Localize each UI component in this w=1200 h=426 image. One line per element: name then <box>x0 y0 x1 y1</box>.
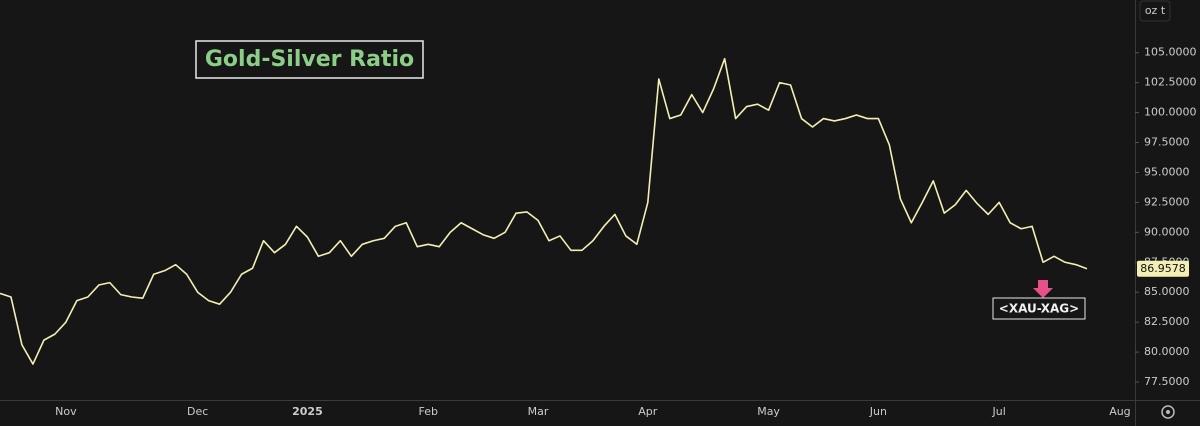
y-tick-label: 95.0000 <box>1144 165 1190 178</box>
symbol-label: <XAU-XAG> <box>999 302 1079 316</box>
x-tick-label: Aug <box>1109 405 1130 418</box>
title-box <box>195 40 424 79</box>
y-tick-label: 102.5000 <box>1144 76 1197 89</box>
price-label: 86.9578 <box>1140 262 1186 275</box>
x-tick-label: Feb <box>418 405 437 418</box>
y-tick-label: 80.0000 <box>1144 345 1190 358</box>
x-tick-label: Nov <box>55 405 77 418</box>
y-tick-label: 77.5000 <box>1144 375 1190 388</box>
price-label-box <box>1137 260 1189 277</box>
data-line <box>0 57 1088 365</box>
x-tick-label: 2025 <box>292 405 323 418</box>
y-tick-label: 82.5000 <box>1144 315 1190 328</box>
marker-arrow <box>1033 280 1053 298</box>
settings-ring[interactable] <box>1161 405 1175 419</box>
y-tick-label: 90.0000 <box>1144 225 1190 238</box>
chart-title: Gold-Silver Ratio <box>205 47 414 72</box>
x-tick-label: Jul <box>992 405 1006 418</box>
unit-label[interactable]: oz t <box>1145 4 1166 17</box>
settings-dot[interactable] <box>1166 410 1170 414</box>
y-tick-label: 105.0000 <box>1144 46 1197 59</box>
y-tick-label: 97.5000 <box>1144 136 1190 149</box>
x-tick-label: May <box>757 405 780 418</box>
x-tick-label: Mar <box>528 405 549 418</box>
x-tick-label: Dec <box>187 405 208 418</box>
plot <box>0 57 1088 365</box>
unit-button[interactable] <box>1139 0 1171 22</box>
y-tick-label: 92.5000 <box>1144 195 1190 208</box>
x-tick-label: Apr <box>638 405 658 418</box>
y-tick-label: 100.0000 <box>1144 106 1197 119</box>
symbol-box <box>992 297 1086 320</box>
settings-icon[interactable] <box>1161 405 1175 419</box>
x-tick-label: Jun <box>869 405 887 418</box>
y-tick-label: 85.0000 <box>1144 285 1190 298</box>
